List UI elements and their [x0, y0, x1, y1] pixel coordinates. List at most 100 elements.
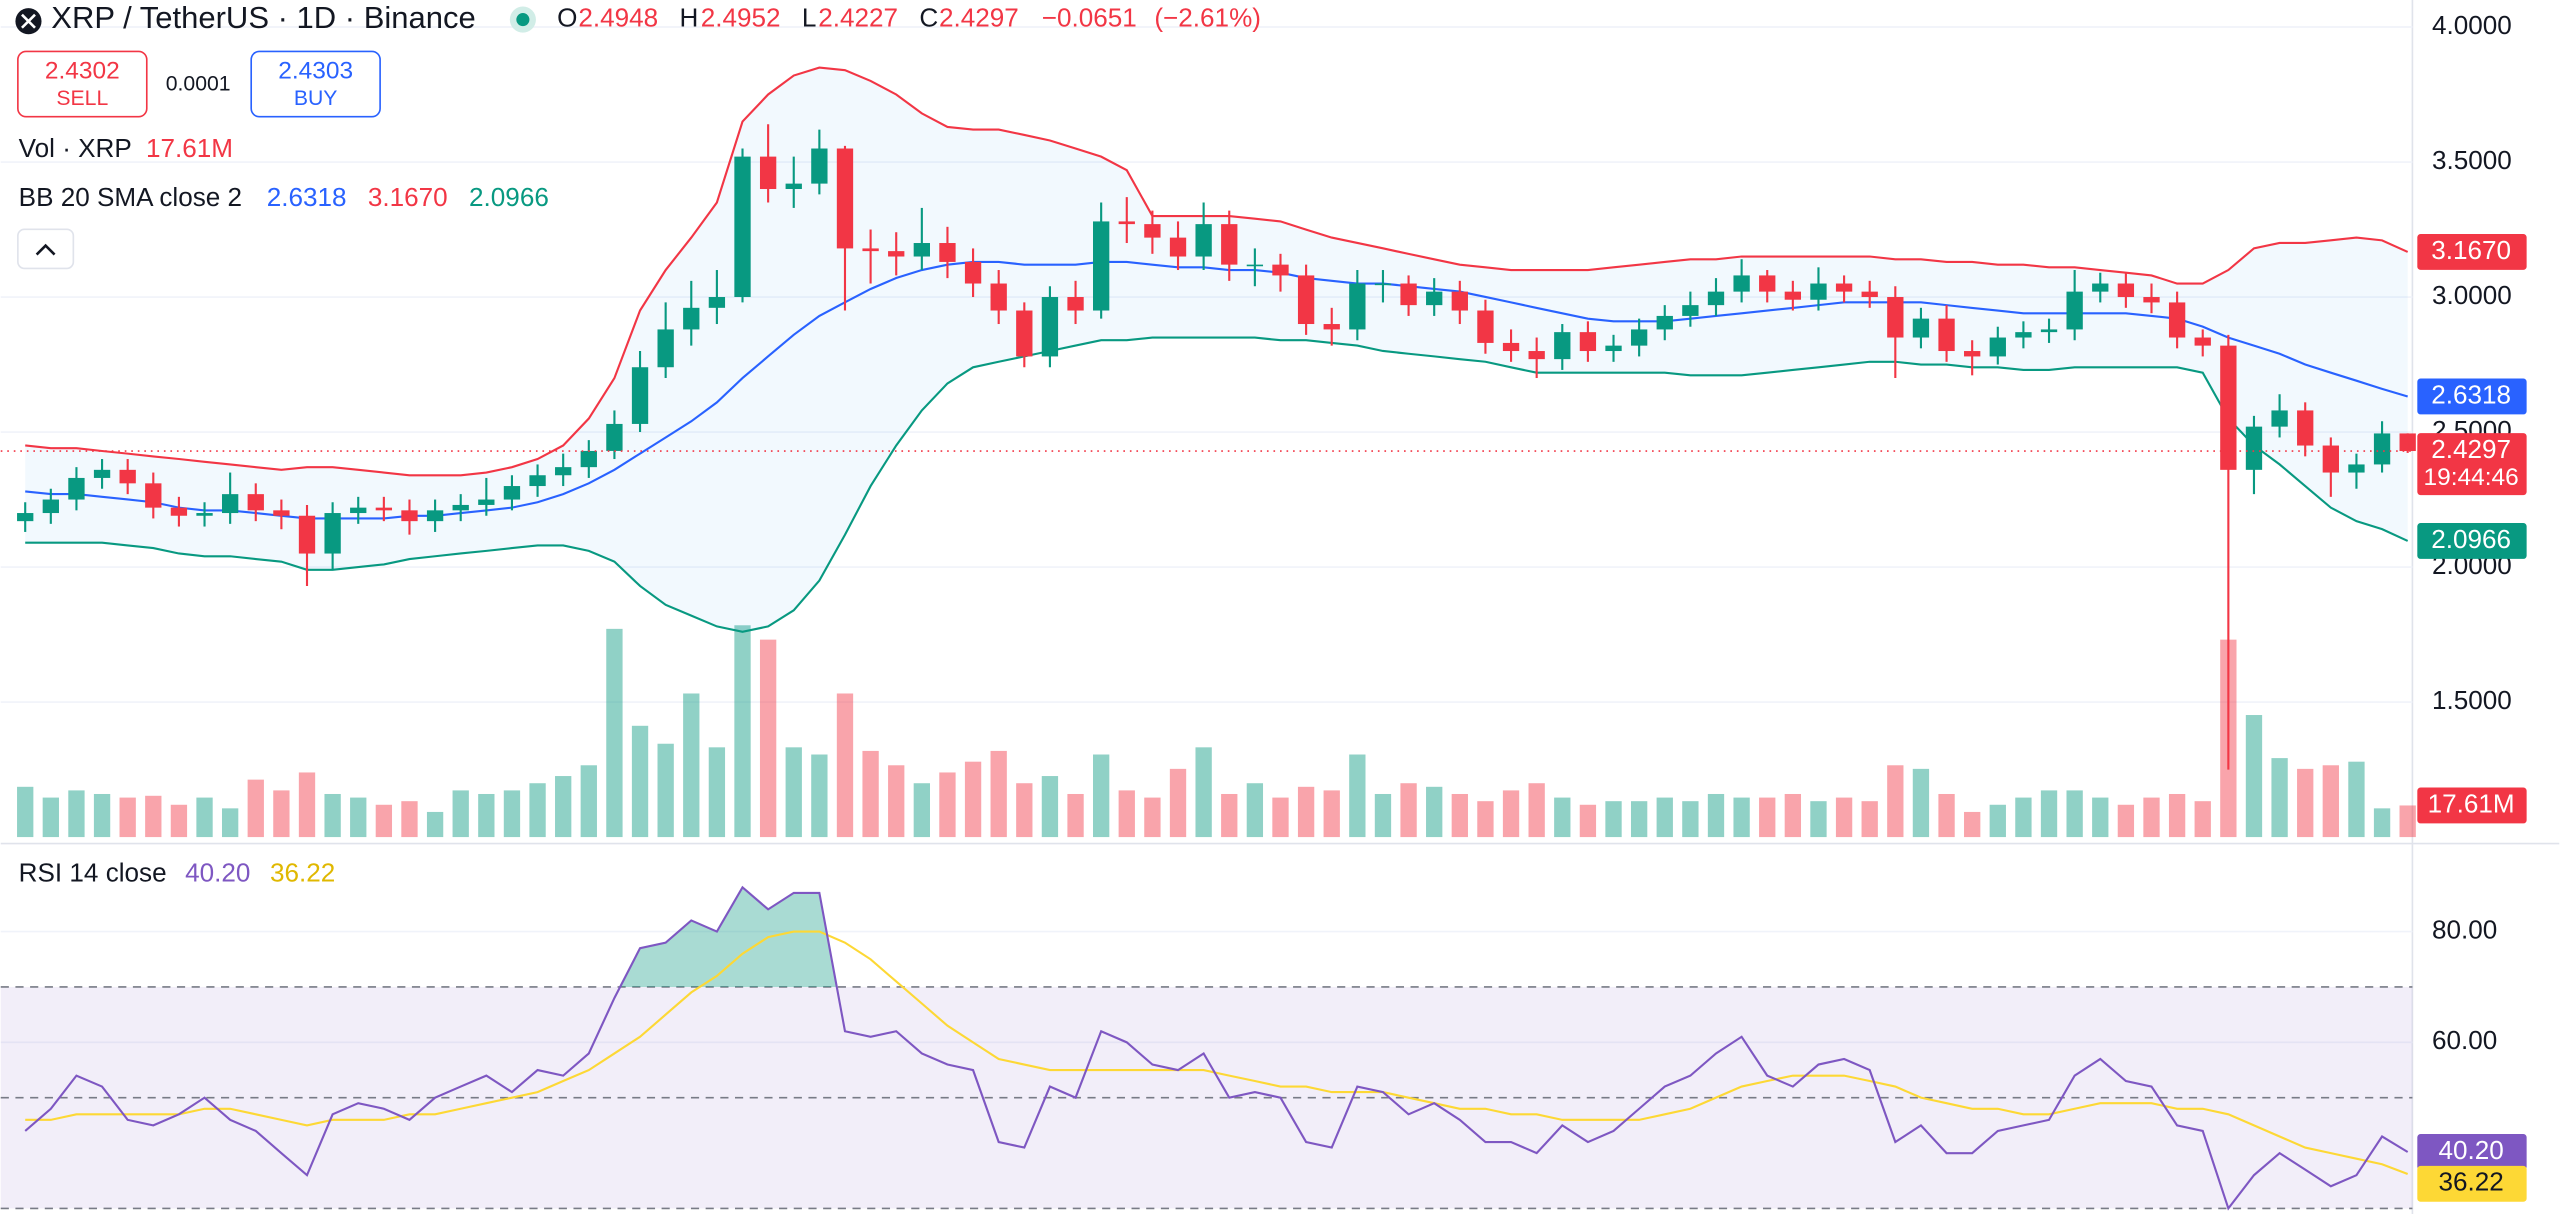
y-tick-label: 3.5000: [2432, 145, 2512, 175]
volume-badge-bg: [2417, 787, 2527, 824]
collapse-button[interactable]: [17, 228, 75, 270]
candle-body: [1835, 283, 1853, 292]
sell-box[interactable]: [17, 50, 148, 118]
sell-button[interactable]: 2.4302 SELL: [17, 50, 148, 118]
candle-body: [324, 513, 341, 554]
volume-bar: [862, 750, 879, 838]
candle-body: [1733, 275, 1750, 292]
volume-bar: [1067, 793, 1084, 838]
collapse-box[interactable]: [17, 228, 75, 270]
y-tick-label: 1.5000: [2432, 685, 2512, 715]
candle-body: [273, 510, 290, 516]
bb-upper-badge-bg: [2417, 233, 2527, 270]
volume-bar: [375, 804, 393, 838]
rsi-ma-line: [25, 930, 2409, 1176]
candle-body: [734, 156, 751, 298]
volume-bar: [2092, 797, 2109, 838]
volume-bar: [2168, 793, 2186, 838]
volume-bar: [1246, 783, 1264, 838]
sell-label[interactable]: SELL: [56, 87, 108, 110]
volume-bar: [119, 797, 136, 838]
candle-body: [1707, 291, 1725, 306]
volume-bar: [17, 786, 34, 838]
volume-bar: [657, 743, 674, 838]
rsi-legend-value: 40.20: [185, 857, 250, 887]
volume-bar: [990, 750, 1007, 838]
candle-body: [2117, 283, 2135, 298]
bb-legend-value: 2.0966: [469, 182, 549, 212]
volume-bar: [2066, 790, 2083, 838]
volume-bar: [1835, 797, 1853, 838]
volume-bar: [1297, 786, 1315, 838]
ohlc-value: 2.4227: [818, 2, 898, 32]
volume-bar: [606, 628, 623, 838]
candle-body: [580, 450, 597, 468]
ohlc-label: L: [802, 2, 817, 32]
volume-bar: [1964, 811, 1981, 838]
volume-bar: [2245, 715, 2263, 838]
rsi-badge-bg: [2417, 1134, 2527, 1170]
candle-body: [990, 283, 1007, 311]
sell-price[interactable]: 2.4302: [45, 57, 120, 84]
volume-bar: [708, 747, 726, 838]
rsi-overbought-fill: [620, 887, 837, 987]
candle-body: [375, 507, 393, 511]
candle-body: [1989, 337, 2006, 357]
candle-body: [2373, 433, 2391, 465]
candle-body: [1169, 237, 1187, 257]
volume-bar: [93, 793, 111, 838]
candle-body: [1067, 297, 1084, 311]
volume-bar: [1887, 765, 1904, 838]
volume-bar: [580, 765, 597, 838]
rsi-ma-badge: 36.22: [2438, 1167, 2503, 1197]
bb-middle-badge: 2.6318: [2431, 379, 2511, 409]
volume-bar: [785, 747, 802, 838]
volume-bar: [1016, 783, 1033, 838]
candle-body: [606, 423, 623, 451]
volume-bar: [1682, 801, 1699, 838]
volume-bar: [2373, 808, 2391, 838]
volume-bar: [1118, 790, 1135, 838]
change: −0.0651: [1042, 2, 1137, 32]
candle-body: [1810, 283, 1827, 300]
candle-body: [247, 494, 264, 511]
bb-legend-value: 3.1670: [368, 182, 448, 212]
buy-box[interactable]: [250, 50, 381, 118]
candle-body: [1246, 264, 1264, 267]
volume-bar: [2015, 797, 2032, 838]
ohlc-label: O: [557, 2, 577, 32]
bb-band-fill: [25, 67, 2408, 632]
candle-body: [2297, 410, 2314, 446]
change-percent: (−2.61%): [1154, 2, 1261, 32]
candle-body: [1400, 283, 1417, 306]
volume-bar: [1426, 786, 1443, 838]
candle-body: [2271, 410, 2288, 427]
buy-price[interactable]: 2.4303: [278, 57, 353, 84]
candle-body: [529, 475, 546, 487]
volume-bar: [2143, 797, 2160, 838]
volume-bar: [2348, 761, 2365, 838]
candle-body: [555, 467, 572, 476]
volume-bar: [1144, 797, 1161, 838]
collapse-icon[interactable]: [35, 243, 56, 256]
spread: 0.0001: [166, 72, 231, 95]
candle-body: [1221, 224, 1238, 265]
volume-bar: [1374, 793, 1392, 838]
volume-bar: [221, 808, 239, 838]
symbol-logo-mark: [21, 13, 36, 29]
candle-body: [1759, 275, 1776, 292]
volume-bar: [1041, 776, 1059, 838]
candle-body: [913, 243, 930, 257]
candle-body: [2143, 297, 2160, 303]
candle-body: [1861, 291, 1878, 298]
volume-bar: [2399, 805, 2416, 838]
volume-bar: [478, 793, 495, 838]
ohlc-value: 2.4297: [939, 2, 1019, 32]
buy-button[interactable]: 2.4303 BUY: [250, 50, 381, 118]
candle-body: [2348, 464, 2365, 473]
volume-legend-value: 17.61M: [146, 133, 233, 163]
volume-bar: [2040, 790, 2058, 838]
buy-label[interactable]: BUY: [294, 87, 338, 110]
volume-bar: [1323, 790, 1340, 838]
ohlc-value: 2.4948: [578, 2, 658, 32]
